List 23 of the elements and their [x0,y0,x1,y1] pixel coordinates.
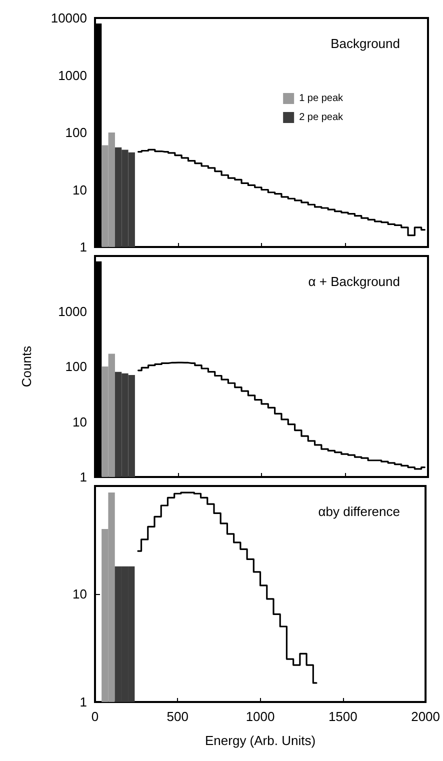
x-tick-label: 1500 [328,709,358,724]
y-tick-label: 10 [72,414,87,430]
legend-label: 2 pe peak [299,112,344,123]
y-tick-label: 100 [65,125,87,140]
y-tick-label: 100 [65,359,87,374]
y-tick-label: 10 [72,586,87,602]
x-tick-label: 500 [166,709,188,724]
y-tick-label: 10000 [50,10,87,26]
y-tick-label: 1000 [58,304,87,319]
text: α + Background [308,274,400,289]
legend-label: 1 pe peak [299,93,344,104]
x-axis-title: Energy (Arb. Units) [204,733,316,748]
x-tick-label: 2000 [411,709,440,724]
y-tick-label: 1 [80,470,87,484]
text: Background [330,36,400,51]
y-tick-label: 1000 [58,68,87,83]
y-tick-label: 1 [80,240,87,254]
y-tick-label: 10 [72,182,87,198]
y-axis-title: Counts [19,345,34,388]
x-tick-label: 0 [91,709,99,724]
x-tick-label: 1000 [246,709,275,724]
y-tick-label: 1 [80,694,87,710]
text: αby difference [318,504,400,519]
